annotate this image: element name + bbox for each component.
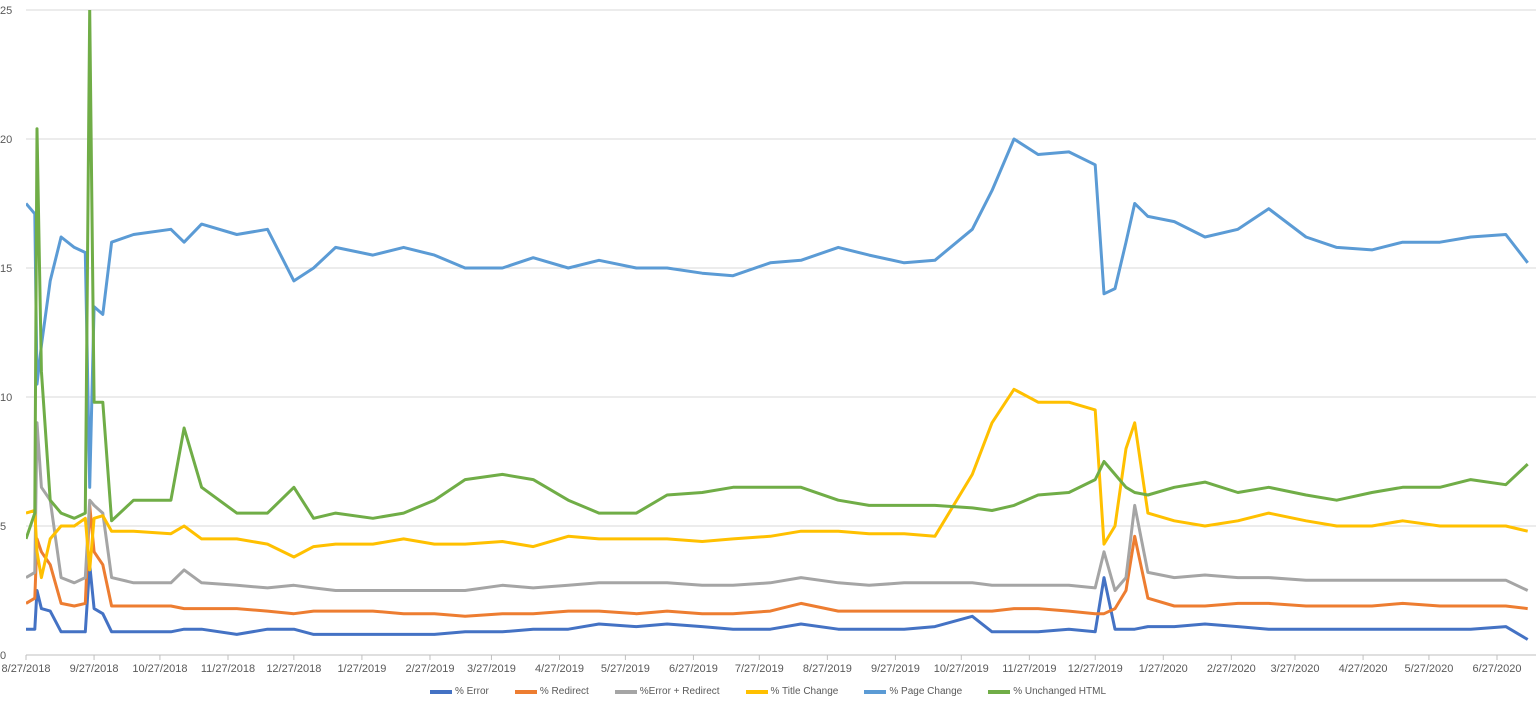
legend-item: % Page Change: [864, 686, 962, 697]
x-tick-label: 3/27/2020: [1271, 663, 1320, 675]
x-tick-label: 1/27/2020: [1139, 663, 1188, 675]
x-axis-ticks: 8/27/2018 9/27/2018 10/27/2018 11/27/2018 12…: [2, 655, 1522, 675]
x-tick-label: 9/27/2019: [871, 663, 920, 675]
x-tick-label: 10/27/2019: [934, 663, 989, 675]
legend-swatch: [614, 689, 637, 694]
x-tick-label: 10/27/2018: [132, 663, 187, 675]
x-tick-label: 9/27/2018: [70, 663, 119, 675]
y-tick-label: 0: [0, 650, 6, 662]
x-tick-label: 7/27/2019: [735, 663, 784, 675]
legend-item: % Unchanged HTML: [988, 686, 1106, 697]
legend-item: % Error: [429, 686, 489, 697]
legend-label: % Page Change: [889, 686, 963, 697]
legend-swatch: [864, 689, 887, 694]
legend-label: % Redirect: [539, 686, 589, 697]
legend: % Error % Redirect %Error + Redirect % Titl…: [0, 686, 1536, 697]
x-tick-label: 6/27/2019: [669, 663, 718, 675]
series-lines: [26, 10, 1529, 641]
y-tick-label: 20: [0, 134, 12, 146]
x-tick-label: 11/27/2019: [1002, 663, 1056, 675]
gridlines: [26, 9, 1536, 656]
x-tick-label: 11/27/2018: [201, 663, 255, 675]
legend-item: % Title Change: [745, 686, 839, 697]
legend-swatch: [745, 689, 768, 694]
series-line-unchanged-html: [26, 10, 1529, 540]
legend-item: % Redirect: [514, 686, 589, 697]
legend-label: % Title Change: [770, 686, 839, 697]
x-tick-label: 12/27/2018: [266, 663, 321, 675]
y-tick-label: 25: [0, 5, 12, 17]
legend-swatch: [429, 689, 452, 694]
y-tick-label: 5: [0, 521, 6, 533]
legend-swatch: [988, 689, 1011, 694]
x-tick-label: 4/27/2019: [535, 663, 584, 675]
y-tick-label: 15: [0, 263, 12, 275]
x-tick-label: 4/27/2020: [1339, 663, 1388, 675]
x-tick-label: 1/27/2019: [337, 663, 386, 675]
y-tick-label: 10: [0, 392, 12, 404]
x-tick-label: 8/27/2019: [803, 663, 852, 675]
series-line-error-redirect: [26, 421, 1529, 592]
x-tick-label: 3/27/2019: [467, 663, 516, 675]
legend-label: %Error + Redirect: [639, 686, 720, 697]
x-tick-label: 8/27/2018: [2, 663, 51, 675]
x-tick-label: 2/27/2020: [1207, 663, 1256, 675]
y-axis-ticks: 0 5 10 15 20 25: [0, 5, 12, 662]
series-line-error: [26, 563, 1529, 641]
legend-item: %Error + Redirect: [614, 686, 720, 697]
series-line-redirect: [26, 503, 1528, 618]
series-line-title-change: [26, 387, 1529, 580]
legend-label: % Unchanged HTML: [1013, 686, 1107, 697]
line-chart: 0 5 10 15 20 25 8/27/2018 9/27/2018 10/27/2018 1…: [0, 5, 1536, 675]
x-tick-label: 12/27/2019: [1068, 663, 1123, 675]
legend-label: % Error: [454, 686, 489, 697]
legend-swatch: [514, 689, 537, 694]
x-tick-label: 6/27/2020: [1473, 663, 1522, 675]
x-tick-label: 2/27/2019: [406, 663, 455, 675]
x-tick-label: 5/27/2019: [601, 663, 650, 675]
x-tick-label: 5/27/2020: [1404, 663, 1453, 675]
series-line-page-change: [26, 137, 1529, 489]
